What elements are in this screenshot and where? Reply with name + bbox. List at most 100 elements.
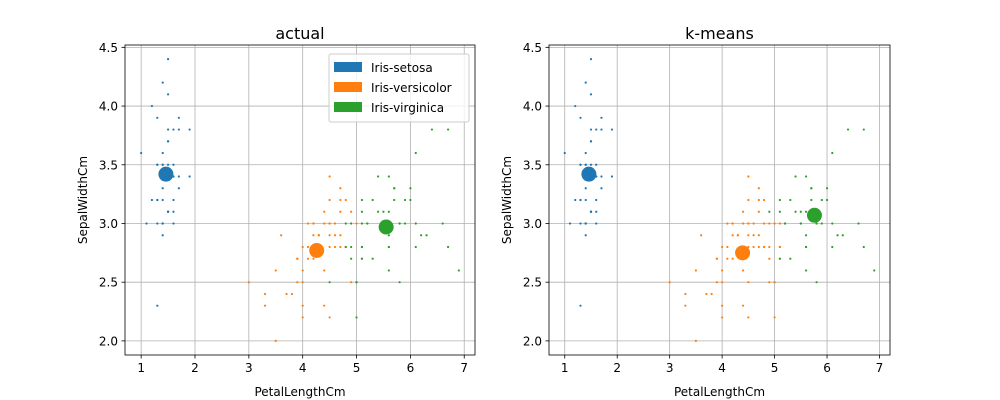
data-point-setosa — [156, 163, 159, 166]
data-point-virginica — [799, 210, 802, 213]
data-point-versicolor — [747, 281, 750, 284]
data-point-virginica — [350, 257, 353, 260]
data-point-virginica — [441, 222, 444, 225]
data-point-setosa — [563, 151, 566, 155]
data-point-versicolor — [721, 269, 724, 272]
data-point-virginica — [820, 222, 823, 225]
data-point-virginica — [355, 316, 358, 319]
data-point-versicolor — [710, 292, 713, 296]
centroid-versicolor — [309, 242, 325, 258]
data-point-setosa — [574, 104, 577, 108]
data-point-virginica — [873, 269, 876, 272]
data-point-virginica — [387, 269, 390, 272]
data-point-virginica — [344, 245, 347, 249]
x-tick-label: 7 — [460, 361, 468, 375]
data-point-versicolor — [339, 210, 342, 213]
data-point-versicolor — [263, 292, 267, 296]
data-point-setosa — [579, 222, 582, 225]
data-point-setosa — [161, 81, 164, 84]
data-point-setosa — [584, 187, 587, 190]
data-point-versicolor — [762, 222, 766, 225]
data-point-setosa — [600, 175, 603, 178]
data-point-versicolor — [742, 210, 745, 213]
data-point-setosa — [589, 128, 593, 131]
x-tick-label: 3 — [245, 361, 253, 375]
y-tick-label: 4.5 — [523, 41, 542, 55]
data-point-versicolor — [306, 245, 310, 249]
data-point-versicolor — [328, 245, 331, 249]
data-point-virginica — [387, 175, 390, 178]
data-point-setosa — [610, 175, 614, 178]
data-point-versicolor — [747, 175, 750, 178]
data-point-virginica — [387, 210, 390, 213]
data-point-versicolor — [757, 210, 760, 213]
data-point-virginica — [778, 198, 781, 202]
data-point-setosa — [177, 128, 180, 131]
data-point-virginica — [360, 245, 364, 249]
data-point-versicolor — [694, 339, 697, 343]
data-point-virginica — [360, 198, 364, 202]
x-tick-label: 6 — [823, 361, 831, 375]
data-point-virginica — [804, 269, 808, 272]
data-point-versicolor — [736, 234, 739, 237]
data-point-virginica — [831, 245, 834, 249]
legend-box — [328, 53, 470, 123]
data-point-setosa — [574, 198, 577, 202]
chart-title: actual — [275, 24, 324, 43]
y-tick-label: 2.0 — [99, 334, 118, 348]
plot-area — [549, 45, 890, 355]
data-point-versicolor — [247, 281, 250, 284]
data-point-virginica — [799, 222, 802, 225]
legend-swatch-virginica — [334, 102, 362, 112]
data-point-versicolor — [731, 257, 734, 260]
data-point-versicolor — [747, 222, 750, 225]
data-point-versicolor — [301, 316, 304, 319]
data-point-setosa — [600, 116, 603, 119]
data-point-versicolor — [344, 198, 347, 202]
data-point-versicolor — [721, 316, 724, 319]
legend-label-setosa: Iris-setosa — [371, 61, 433, 75]
data-point-virginica — [804, 210, 808, 213]
y-tick-label: 3.0 — [523, 217, 542, 231]
data-point-virginica — [398, 222, 401, 225]
data-point-versicolor — [752, 245, 755, 249]
data-point-setosa — [166, 93, 170, 96]
data-point-setosa — [589, 57, 593, 61]
y-tick-label: 3.5 — [523, 158, 542, 172]
data-point-setosa — [595, 163, 598, 166]
data-point-versicolor — [752, 234, 755, 237]
data-point-virginica — [857, 222, 860, 225]
data-point-virginica — [360, 257, 364, 260]
data-point-setosa — [589, 140, 593, 143]
data-point-versicolor — [684, 292, 687, 296]
data-point-virginica — [825, 198, 829, 202]
data-point-versicolor — [668, 281, 671, 284]
data-point-setosa — [172, 210, 175, 213]
axes-frame — [124, 44, 476, 356]
data-point-versicolor — [700, 234, 703, 237]
data-point-virginica — [794, 210, 797, 213]
data-point-virginica — [804, 234, 808, 237]
legend: Iris-setosa Iris-versicolor Iris-virginica — [328, 53, 470, 123]
data-point-virginica — [360, 222, 364, 225]
data-point-setosa — [172, 222, 175, 225]
data-point-virginica — [344, 222, 347, 225]
data-point-virginica — [831, 222, 834, 225]
data-point-versicolor — [301, 281, 304, 284]
data-point-versicolor — [323, 210, 326, 213]
legend-swatch-setosa — [334, 62, 362, 72]
data-point-setosa — [156, 304, 159, 307]
x-axis-label: PetalLengthCm — [674, 385, 765, 399]
data-point-versicolor — [773, 281, 776, 284]
data-point-versicolor — [726, 257, 729, 260]
data-point-virginica — [804, 175, 808, 178]
data-point-setosa — [600, 128, 603, 131]
data-point-setosa — [161, 234, 164, 237]
x-tick-label: 3 — [666, 361, 674, 375]
y-tick-label: 4.5 — [99, 41, 118, 55]
centroid-versicolor — [735, 245, 751, 261]
data-point-virginica — [810, 187, 813, 190]
data-point-setosa — [579, 163, 582, 166]
data-point-setosa — [595, 128, 598, 131]
data-point-versicolor — [339, 245, 342, 249]
